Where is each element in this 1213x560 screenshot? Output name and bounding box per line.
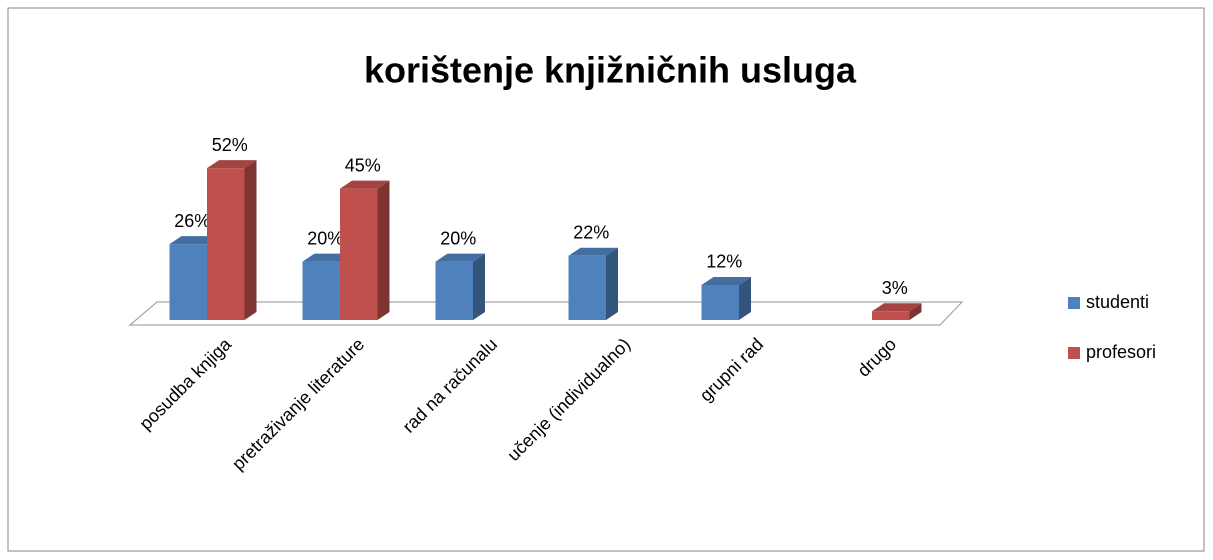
legend-swatch xyxy=(1068,347,1080,359)
bar-face xyxy=(207,168,245,320)
floor xyxy=(128,301,964,326)
bar-face xyxy=(340,180,390,189)
bar xyxy=(872,303,922,320)
bar-face xyxy=(435,253,485,262)
bar-face xyxy=(872,311,910,320)
bar-face xyxy=(606,247,618,320)
bar-face xyxy=(302,261,340,320)
bar-face xyxy=(169,244,207,320)
data-label: 3% xyxy=(882,278,908,298)
data-label: 20% xyxy=(307,228,343,248)
bar xyxy=(207,160,257,320)
legend-label: profesori xyxy=(1086,342,1156,362)
bar-face xyxy=(739,276,751,320)
bar-face xyxy=(340,188,378,320)
data-label: 45% xyxy=(345,155,381,175)
data-label: 52% xyxy=(212,135,248,155)
bar-face xyxy=(701,284,739,320)
legend-swatch xyxy=(1068,297,1080,309)
bar-face xyxy=(909,303,922,320)
bar xyxy=(568,247,618,320)
bar-face xyxy=(377,180,390,320)
bar-face xyxy=(568,255,606,320)
data-label: 20% xyxy=(440,228,476,248)
bar xyxy=(435,253,485,320)
bar-face xyxy=(207,160,257,169)
data-label: 26% xyxy=(174,211,210,231)
bar-face xyxy=(872,303,922,312)
chart-title: korištenje knjižničnih usluga xyxy=(364,50,857,91)
bar-face xyxy=(169,236,219,245)
bar-face xyxy=(244,160,257,320)
bar-face xyxy=(302,253,352,262)
bar-face xyxy=(435,261,473,320)
data-label: 22% xyxy=(573,223,609,243)
bar-face xyxy=(473,253,485,320)
legend-label: studenti xyxy=(1086,292,1149,312)
data-label: 12% xyxy=(706,252,742,272)
bar xyxy=(701,276,751,320)
bar xyxy=(340,180,390,320)
bar-face xyxy=(568,247,618,256)
bar-face xyxy=(701,276,751,285)
